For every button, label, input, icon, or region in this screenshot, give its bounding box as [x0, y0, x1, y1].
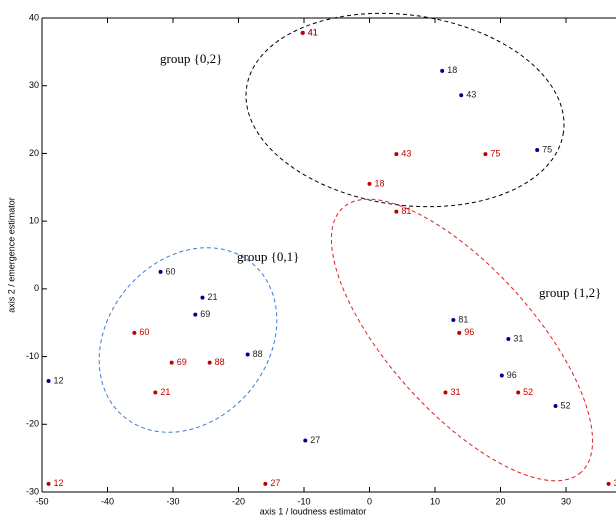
point: [459, 93, 464, 98]
point-label: 12: [54, 478, 64, 488]
x-tick-label: -50: [35, 496, 48, 506]
point-label: 81: [458, 314, 468, 324]
point-label: 21: [207, 292, 217, 302]
x-tick-label: -30: [166, 496, 179, 506]
point: [606, 481, 611, 486]
y-tick-label: -30: [26, 486, 39, 496]
point: [153, 390, 158, 395]
point: [300, 30, 305, 35]
point-label: 18: [447, 65, 457, 75]
point-label: 34: [614, 478, 616, 488]
annotation: group {0,2}: [160, 51, 222, 66]
point: [553, 404, 558, 409]
point: [506, 336, 511, 341]
point: [200, 295, 205, 300]
point-label: 12: [54, 375, 64, 385]
y-tick-label: -10: [26, 351, 39, 361]
point-label: 21: [160, 387, 170, 397]
point-label: 60: [166, 266, 176, 276]
y-axis-label: axis 2 / emergence estimator: [6, 197, 16, 313]
point-label: 75: [490, 148, 500, 158]
x-tick-label: 30: [561, 496, 571, 506]
x-tick-label: 0: [367, 496, 372, 506]
point-label: 60: [139, 327, 149, 337]
point-label: 96: [507, 370, 517, 380]
point: [303, 438, 308, 443]
group-ellipse: [245, 12, 565, 208]
point-label: 27: [270, 478, 280, 488]
x-tick-label: 10: [430, 496, 440, 506]
point-label: 43: [401, 148, 411, 158]
y-tick-label: 40: [29, 12, 39, 22]
y-tick-label: 30: [29, 80, 39, 90]
point: [46, 481, 51, 486]
point-label: 88: [253, 349, 263, 359]
point: [535, 148, 540, 153]
annotation: group {0,1}: [237, 249, 299, 264]
x-tick-label: -40: [101, 496, 114, 506]
point: [440, 68, 445, 73]
point: [394, 209, 399, 214]
point-label: 43: [466, 90, 476, 100]
point: [443, 390, 448, 395]
point: [394, 152, 399, 157]
point-label: 31: [513, 333, 523, 343]
point: [451, 318, 456, 323]
point: [158, 269, 163, 274]
point-label: 31: [450, 387, 460, 397]
point: [499, 373, 504, 378]
point: [207, 360, 212, 365]
point-label: 96: [464, 327, 474, 337]
point-label: 41: [308, 27, 318, 37]
group-ellipse: [330, 198, 594, 482]
point: [263, 481, 268, 486]
point: [516, 390, 521, 395]
group-ellipse: [98, 247, 278, 433]
point: [483, 152, 488, 157]
point-label: 52: [523, 387, 533, 397]
point: [169, 360, 174, 365]
point: [46, 378, 51, 383]
point: [457, 330, 462, 335]
y-tick-label: 0: [34, 283, 39, 293]
point-label: 41: [308, 27, 318, 37]
point-label: 27: [310, 435, 320, 445]
point: [132, 330, 137, 335]
point-label: 75: [542, 144, 552, 154]
x-tick-label: -10: [297, 496, 310, 506]
point-label: 69: [177, 357, 187, 367]
y-tick-label: -20: [26, 419, 39, 429]
y-tick-label: 10: [29, 216, 39, 226]
point-label: 18: [375, 178, 385, 188]
point: [367, 181, 372, 186]
x-axis-label: axis 1 / loudness estimator: [260, 506, 367, 516]
x-tick-label: -20: [232, 496, 245, 506]
x-tick-label: 20: [495, 496, 505, 506]
point-label: 69: [200, 309, 210, 319]
y-tick-label: 20: [29, 148, 39, 158]
point-label: 52: [561, 400, 571, 410]
point-label: 81: [401, 206, 411, 216]
point-label: 88: [215, 357, 225, 367]
point: [245, 352, 250, 357]
point: [193, 312, 198, 317]
annotation: group {1,2}: [539, 285, 601, 300]
